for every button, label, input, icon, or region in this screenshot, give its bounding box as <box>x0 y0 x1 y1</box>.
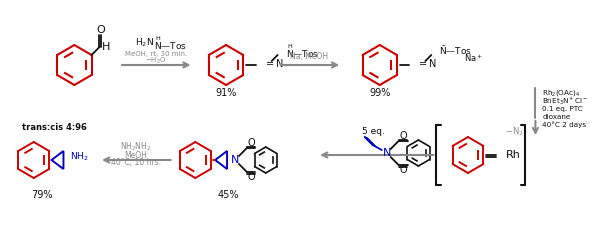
Text: N: N <box>231 155 239 165</box>
Text: BnEt$_3$N$^+$Cl$^-$: BnEt$_3$N$^+$Cl$^-$ <box>542 95 589 107</box>
Text: Rh$_2$(OAc)$_4$: Rh$_2$(OAc)$_4$ <box>542 88 581 98</box>
Text: 79%: 79% <box>31 190 52 200</box>
Text: NH$_2$: NH$_2$ <box>70 151 89 163</box>
Text: $\mathsf{\overset{H}{N}}$—Tos: $\mathsf{\overset{H}{N}}$—Tos <box>286 42 319 60</box>
Text: NH$_2$NH$_2$: NH$_2$NH$_2$ <box>120 141 151 153</box>
Text: $- \mathsf{N_2}$: $- \mathsf{N_2}$ <box>505 126 524 138</box>
Text: N: N <box>382 148 391 158</box>
Text: O: O <box>247 172 254 182</box>
Text: O: O <box>400 131 407 141</box>
Text: MeOH, rt, 30 min.: MeOH, rt, 30 min. <box>125 51 187 57</box>
Text: 0.1 eq. PTC: 0.1 eq. PTC <box>542 106 583 112</box>
Text: $\mathsf{\overset{H}{N}}$—Tos: $\mathsf{\overset{H}{N}}$—Tos <box>154 34 187 52</box>
Text: MeOH: MeOH <box>124 150 147 160</box>
Text: 5 eq.: 5 eq. <box>362 128 385 136</box>
Text: O: O <box>96 25 105 35</box>
Text: $\mathsf{=N}$: $\mathsf{=N}$ <box>418 57 438 69</box>
Text: 40°C 2 days: 40°C 2 days <box>542 122 586 128</box>
Text: $\mathsf{\bar{N}}$—Tos: $\mathsf{\bar{N}}$—Tos <box>439 44 472 58</box>
Text: O: O <box>400 165 407 175</box>
Text: 45%: 45% <box>217 190 239 200</box>
Text: 40°C, 10 hrs.: 40°C, 10 hrs. <box>111 158 161 168</box>
Text: $- \mathsf{H_2O}$: $- \mathsf{H_2O}$ <box>145 56 166 66</box>
Text: dioxane: dioxane <box>542 114 571 120</box>
Text: H: H <box>102 42 110 52</box>
Text: Na$^+$: Na$^+$ <box>464 52 483 64</box>
Text: Rh: Rh <box>506 150 521 160</box>
Text: trans:cis 4:96: trans:cis 4:96 <box>22 124 86 132</box>
Text: Na, MeOH: Na, MeOH <box>290 52 328 60</box>
Text: $\mathsf{=N}$: $\mathsf{=N}$ <box>264 57 284 69</box>
Text: 99%: 99% <box>369 88 391 98</box>
Text: O: O <box>247 138 254 148</box>
Text: 91%: 91% <box>215 88 237 98</box>
Text: $\mathsf{H_2N}$: $\mathsf{H_2N}$ <box>135 37 154 49</box>
